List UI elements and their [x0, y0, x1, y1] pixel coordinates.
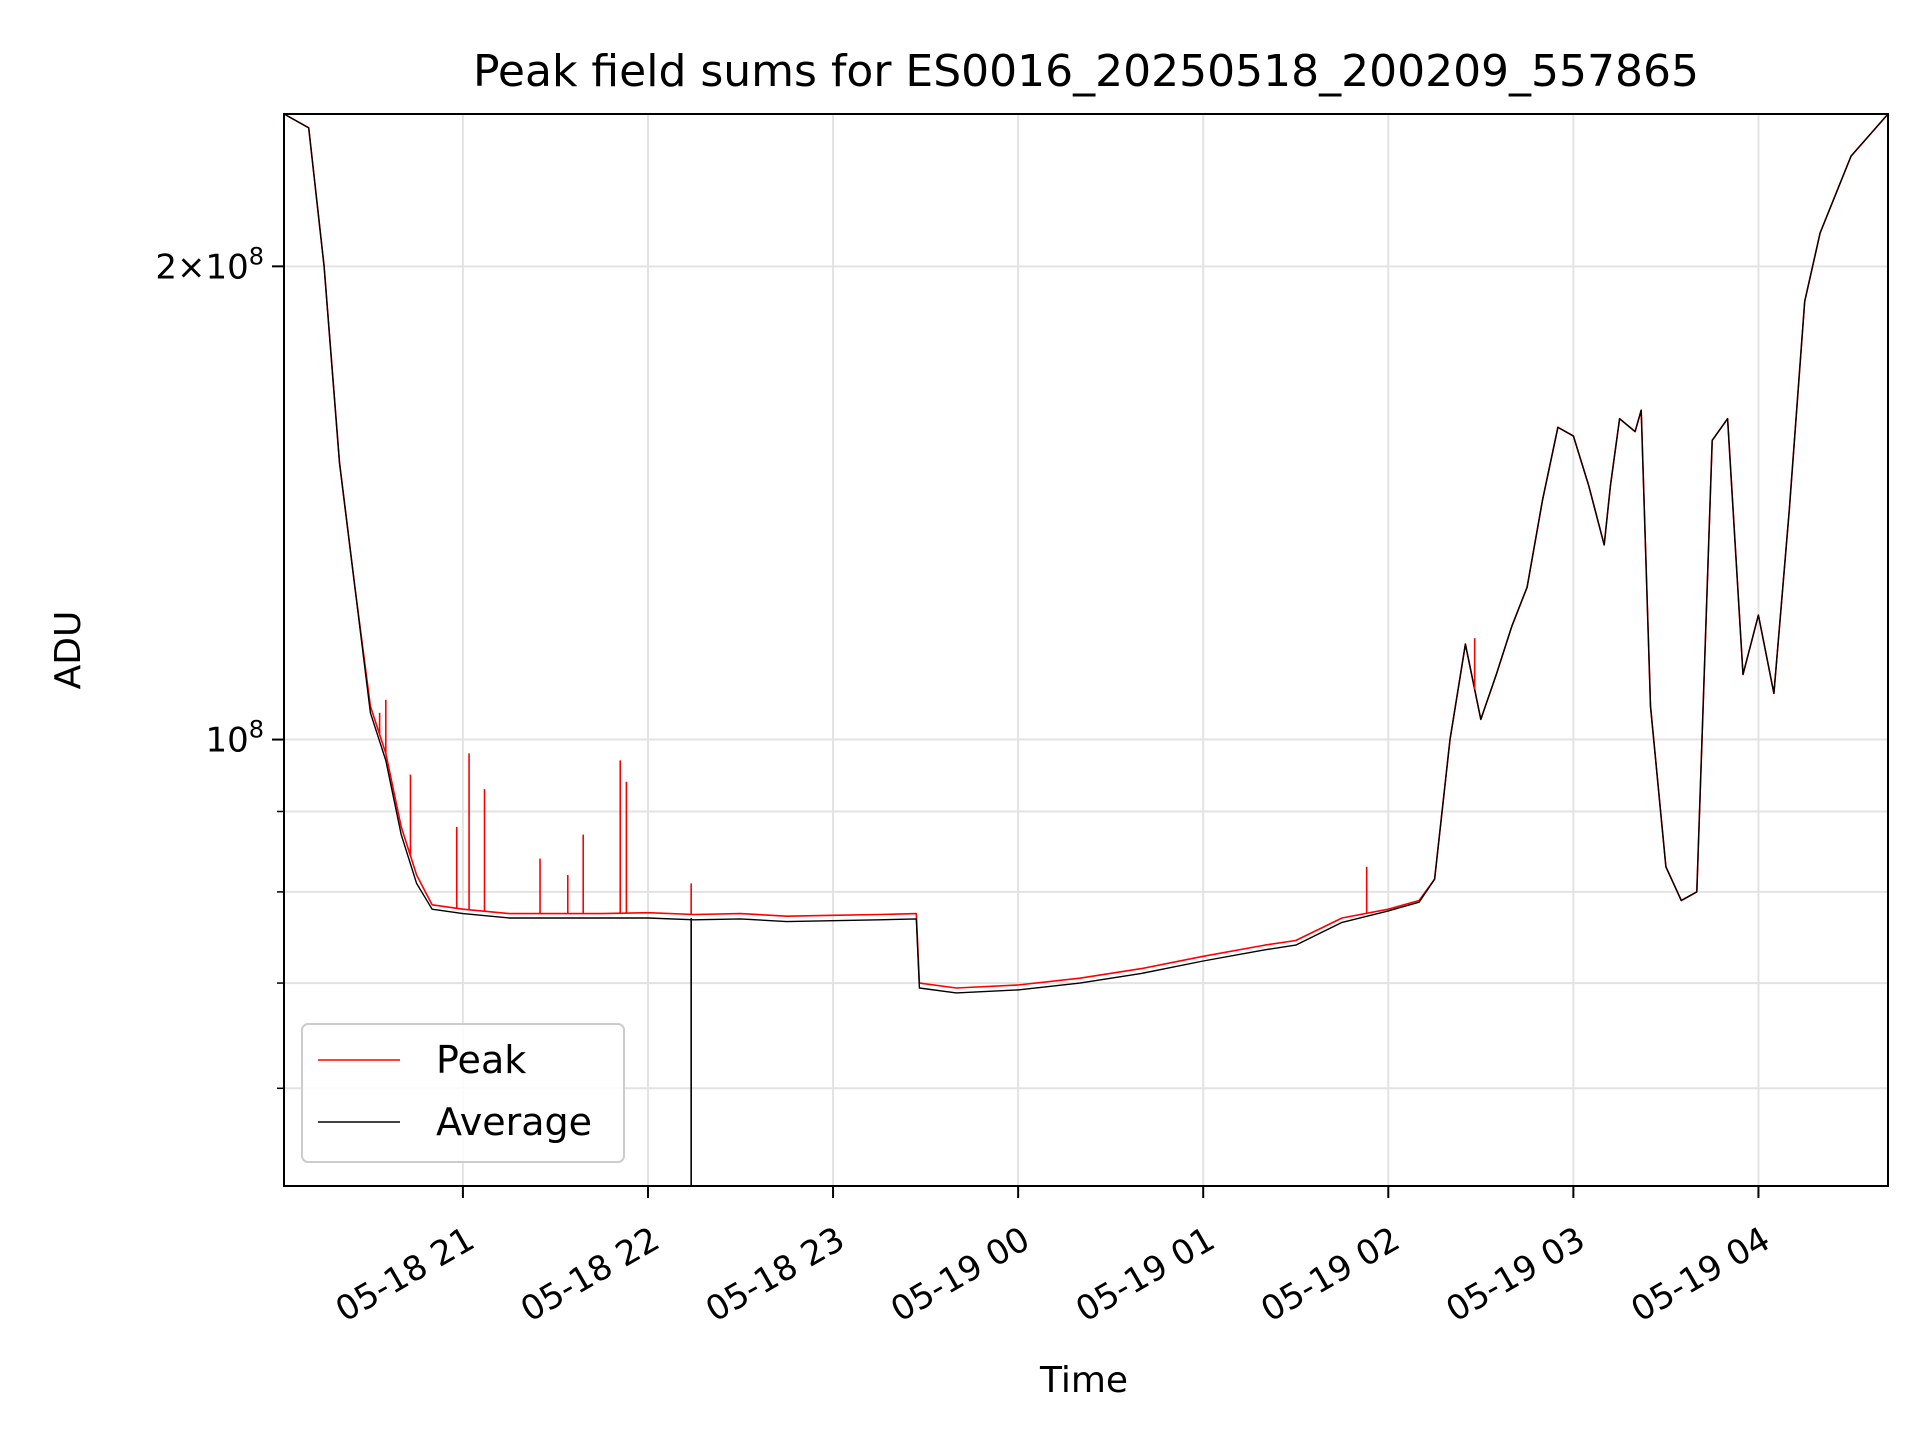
y-axis: 108 2×108	[155, 242, 284, 1090]
series-line-average	[284, 114, 1888, 994]
x-axis-label: Time	[1039, 1360, 1128, 1401]
legend-label-average: Average	[436, 1100, 592, 1144]
legend-box	[301, 1023, 625, 1163]
chart-title: Peak field sums for ES0016_20250518_2002…	[473, 46, 1699, 97]
y-tick-label: 2×108	[155, 242, 264, 287]
y-axis-label: ADU	[48, 611, 89, 690]
series-group	[284, 114, 1888, 1186]
legend: Peak Average	[301, 1023, 625, 1163]
plot-frame	[283, 113, 1889, 1187]
legend-label-peak: Peak	[436, 1038, 526, 1082]
y-tick-label: 108	[205, 716, 264, 761]
